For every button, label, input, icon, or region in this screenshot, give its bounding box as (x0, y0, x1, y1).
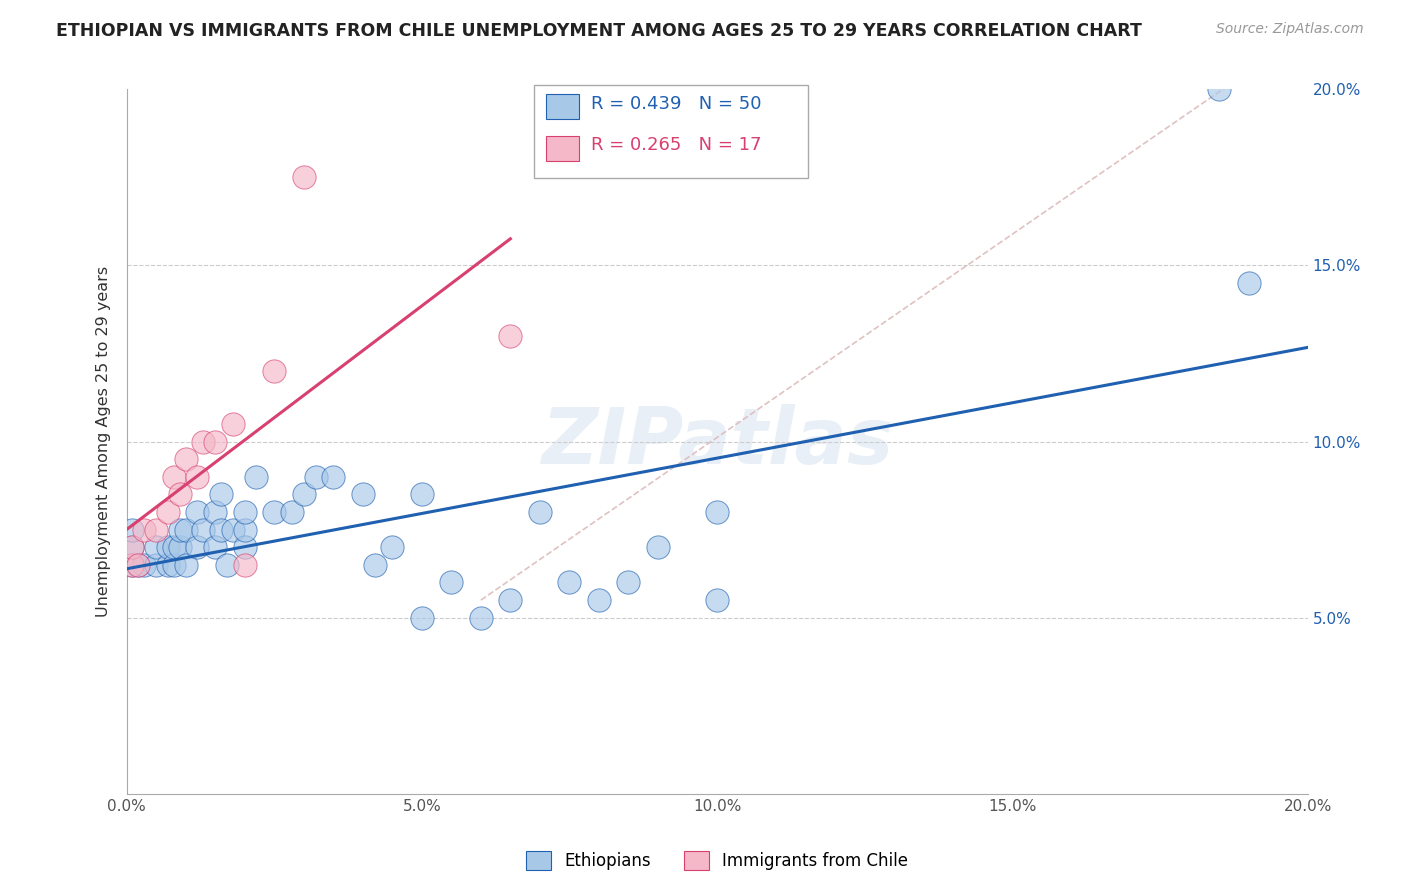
Point (169, 487, 191, 501)
Point (470, 610, 492, 624)
Point (121, 540, 143, 554)
Point (245, 469, 267, 483)
Point (363, 558, 385, 572)
Text: Source: ZipAtlas.com: Source: ZipAtlas.com (1216, 22, 1364, 37)
Point (352, 487, 374, 501)
Point (499, 593, 522, 607)
Point (1208, 82, 1230, 96)
Point (292, 487, 315, 501)
Point (411, 487, 433, 501)
Point (163, 540, 186, 554)
Point (499, 328, 522, 343)
Point (233, 505, 256, 519)
Point (1237, 276, 1260, 290)
Text: ZIPatlas: ZIPatlas (541, 403, 893, 480)
Point (281, 505, 304, 519)
Point (233, 523, 256, 537)
Point (209, 523, 232, 537)
Point (706, 593, 728, 607)
Point (204, 434, 226, 449)
Text: ETHIOPIAN VS IMMIGRANTS FROM CHILE UNEMPLOYMENT AMONG AGES 25 TO 29 YEARS CORREL: ETHIOPIAN VS IMMIGRANTS FROM CHILE UNEMP… (56, 22, 1142, 40)
Point (127, 558, 149, 572)
Point (145, 523, 167, 537)
Point (204, 505, 226, 519)
Point (156, 540, 179, 554)
Point (134, 523, 156, 537)
Point (186, 469, 208, 483)
Point (174, 452, 197, 467)
Point (163, 469, 186, 483)
Point (156, 558, 179, 572)
Text: R = 0.439   N = 50: R = 0.439 N = 50 (591, 95, 761, 113)
Point (263, 364, 285, 378)
Point (233, 558, 256, 572)
Point (322, 469, 344, 483)
Point (169, 523, 191, 537)
Point (121, 558, 143, 572)
Point (292, 170, 315, 185)
Point (706, 505, 728, 519)
Point (263, 505, 285, 519)
Point (127, 558, 149, 572)
Y-axis label: Unemployment Among Ages 25 to 29 years: Unemployment Among Ages 25 to 29 years (96, 266, 111, 617)
Point (411, 610, 433, 624)
Point (186, 540, 208, 554)
Point (174, 523, 197, 537)
Point (193, 523, 215, 537)
Point (233, 540, 256, 554)
Point (169, 540, 191, 554)
Point (304, 469, 326, 483)
Point (145, 540, 167, 554)
Point (156, 505, 179, 519)
Point (222, 523, 245, 537)
Point (558, 575, 581, 590)
Point (121, 523, 143, 537)
Point (617, 575, 640, 590)
Point (193, 434, 215, 449)
Point (121, 558, 143, 572)
Point (647, 540, 669, 554)
Point (529, 505, 551, 519)
Point (440, 575, 463, 590)
Point (134, 558, 156, 572)
Point (145, 558, 167, 572)
Point (121, 540, 143, 554)
Point (174, 558, 197, 572)
Point (163, 558, 186, 572)
Point (186, 505, 208, 519)
Point (381, 540, 404, 554)
Point (588, 593, 610, 607)
Point (204, 540, 226, 554)
Legend: Ethiopians, Immigrants from Chile: Ethiopians, Immigrants from Chile (519, 845, 915, 877)
Point (215, 558, 238, 572)
Point (222, 417, 245, 431)
Point (209, 487, 232, 501)
Text: R = 0.265   N = 17: R = 0.265 N = 17 (591, 136, 761, 154)
